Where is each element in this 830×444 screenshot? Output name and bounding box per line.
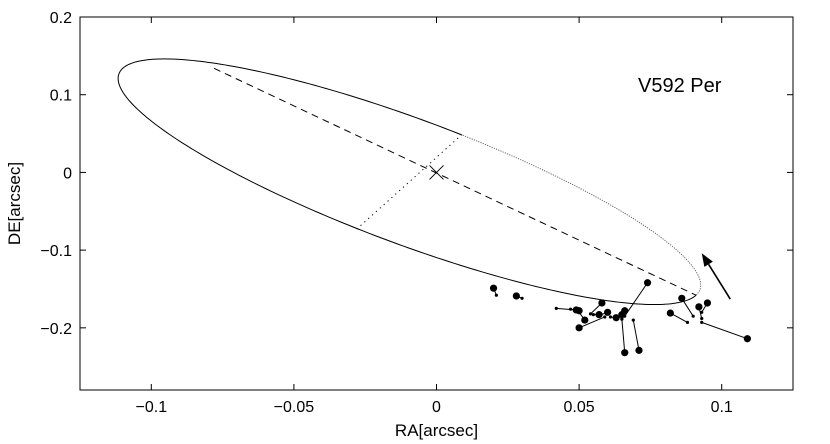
fitted-position-dot [588,312,593,316]
line-of-apsides [213,67,697,296]
arrow-head [701,253,713,267]
fitted-position-dot [608,315,613,319]
residual-line [632,319,640,351]
fitted-position-dot [568,307,573,311]
fitted-position-dot [685,320,690,324]
fitted-position-dot [591,313,595,317]
direction-arrow [701,253,731,300]
fitted-position-dot [631,318,635,322]
fitted-position-dot [554,306,558,311]
residual-line [701,321,748,340]
fitted-position-dot [494,293,498,297]
arrow-shaft [707,263,731,300]
x-tick-label: 0.1 [711,399,733,416]
y-axis-label: DE[arcsec] [5,162,24,245]
fitted-position-dot [520,296,524,300]
fitted-position-dot [691,314,695,318]
line-of-nodes [356,133,463,230]
observation-point [618,311,626,319]
fitted-position-dot [603,315,607,319]
observation-point [621,349,629,357]
fitted-position-dot [700,320,704,324]
fitted-position-dot [620,317,624,321]
orbit-ellipse-dotted-arc [461,134,702,296]
observation-point [512,292,520,300]
x-tick-label: −0.1 [136,399,168,416]
x-axis-label: RA[arcsec] [395,421,478,440]
fitted-position-dot [700,310,704,314]
observation-points [489,279,751,357]
observation-point [695,303,703,311]
y-tick-label: −0.2 [40,321,72,338]
residual-line [621,319,626,353]
y-axis-ticks: 0.2 0.1 0 −0.1 −0.2 [40,10,793,338]
observation-point [666,309,674,317]
plot-area-border [79,16,794,391]
observation-point [612,314,620,322]
fitted-position-dot [700,316,704,321]
primary-marker-stroke [429,165,444,180]
observation-point [575,324,583,332]
y-tick-label: 0.2 [50,10,72,27]
primary-star-marker [429,165,444,180]
x-tick-label: 0.05 [564,399,595,416]
observation-point [489,284,498,292]
x-axis-ticks: −0.1 −0.05 0 0.05 0.1 [136,17,733,416]
observation-point [743,335,751,343]
observation-point [643,279,652,287]
x-tick-label: 0 [432,399,441,416]
observation-point [575,307,583,315]
residual-line [624,282,648,317]
y-tick-label: −0.1 [40,243,72,260]
y-tick-label: 0.1 [50,88,72,105]
observation-point [595,311,603,319]
residual-line [578,316,605,329]
annotation-star-name: V592 Per [638,75,722,97]
y-tick-label: 0 [63,165,72,182]
observation-point [635,346,643,354]
x-tick-label: −0.05 [274,399,315,416]
observation-point [581,316,589,324]
observation-point [678,294,686,302]
observation-point [604,308,612,316]
observation-point [598,299,606,307]
observation-point [703,299,712,307]
orbit-ellipse-solid-arc [117,58,697,306]
